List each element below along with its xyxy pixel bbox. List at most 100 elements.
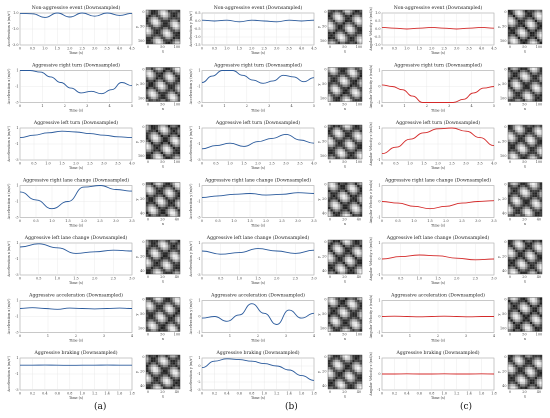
matrix-cell <box>158 244 161 248</box>
matrix-cell <box>352 24 355 28</box>
matrix-cell <box>520 204 523 207</box>
matrix-cell <box>150 379 154 382</box>
matrix-cell <box>170 297 173 300</box>
matrix-cell <box>148 77 151 80</box>
matrix-cell <box>357 74 360 78</box>
matrix-cell <box>167 184 171 188</box>
matrix-cell <box>340 17 343 20</box>
matrix-cell <box>158 376 161 380</box>
matrix-y-label: y <box>497 141 501 144</box>
matrix-cell <box>148 384 151 387</box>
matrix-cell <box>177 134 181 138</box>
matrix-cell <box>332 79 336 83</box>
matrix-cell <box>337 214 341 217</box>
matrix-cell <box>337 192 341 195</box>
matrix-cell <box>340 204 343 207</box>
matrix-cell <box>354 132 358 135</box>
matrix-x-tick: 0 <box>509 390 511 394</box>
matrix-cell <box>354 139 358 143</box>
matrix-cell <box>347 326 350 330</box>
matrix-cell <box>537 129 540 133</box>
matrix-cell <box>539 84 543 87</box>
matrix-cell <box>517 204 521 207</box>
x-tick-label: 1.0 <box>55 277 60 281</box>
matrix-cell <box>342 82 346 85</box>
matrix-cell <box>532 69 535 73</box>
x-tick-label: 4.0 <box>479 47 484 51</box>
matrix-cell <box>342 386 346 390</box>
matrix-y-tick: 0 <box>142 125 144 129</box>
matrix-cell <box>347 386 350 390</box>
matrix-cell <box>335 355 338 358</box>
matrix-cell <box>349 261 353 265</box>
matrix-cell <box>517 197 521 200</box>
matrix-cell <box>340 79 343 83</box>
matrix-cell <box>342 129 346 133</box>
matrix-cell <box>522 96 526 100</box>
matrix-cell <box>529 34 533 37</box>
matrix-cell <box>534 257 538 260</box>
matrix-cell <box>527 187 530 190</box>
matrix-cell <box>345 376 348 380</box>
matrix-cell <box>163 257 166 260</box>
matrix-cell <box>175 94 178 97</box>
matrix-cell <box>359 259 363 262</box>
matrix-cell <box>146 309 149 313</box>
matrix-cell <box>337 74 341 78</box>
matrix-cell <box>177 252 181 255</box>
matrix-cell <box>357 326 360 330</box>
matrix-cell <box>347 197 350 200</box>
matrix-cell <box>342 74 346 78</box>
matrix-cell <box>352 74 355 78</box>
matrix-cell <box>165 252 168 255</box>
matrix-cell <box>532 367 535 370</box>
matrix-cell <box>345 137 348 140</box>
matrix-cell <box>510 197 513 200</box>
matrix-cell <box>357 69 360 73</box>
matrix-cell <box>508 329 511 332</box>
matrix-cell <box>170 182 173 185</box>
matrix-cell <box>539 324 543 327</box>
x-tick-label: 0.5 <box>36 277 41 281</box>
matrix-cell <box>175 132 178 135</box>
matrix-cell <box>534 240 538 243</box>
matrix-cell <box>357 84 360 87</box>
matrix-cell <box>158 314 161 317</box>
matrix-cell <box>515 312 518 315</box>
matrix-cell <box>357 316 360 320</box>
matrix-cell <box>330 211 333 215</box>
matrix-cell <box>512 297 516 300</box>
matrix-cell <box>532 187 535 190</box>
x-tick-label: 3.5 <box>491 219 496 223</box>
matrix-cell <box>508 144 511 147</box>
matrix-cell <box>517 314 521 317</box>
matrix-cell <box>359 86 363 90</box>
x-tick-label: 1.0 <box>45 162 50 166</box>
matrix-cell <box>148 194 151 198</box>
y-tick-label: -1.5 <box>194 43 201 47</box>
matrix-cell <box>335 362 338 365</box>
matrix-cell <box>172 197 176 200</box>
matrix-cell <box>529 94 533 97</box>
matrix-cell <box>153 36 156 40</box>
matrix-cell <box>537 94 540 97</box>
matrix-cell <box>508 14 511 18</box>
matrix-cell <box>332 384 336 387</box>
matrix-cell <box>522 271 526 275</box>
x-tick-label: 0.5 <box>393 162 398 166</box>
matrix-cell <box>517 304 521 308</box>
matrix-cell <box>146 24 149 28</box>
matrix-cell <box>525 304 528 308</box>
matrix-cell <box>170 264 173 267</box>
matrix-cell <box>354 137 358 140</box>
matrix-cell <box>534 82 538 85</box>
matrix-x-tick: 0 <box>509 160 511 164</box>
matrix-cell <box>539 329 543 332</box>
matrix-cell <box>357 264 360 267</box>
matrix-cell <box>522 381 526 385</box>
matrix-cell <box>510 189 513 193</box>
matrix-cell <box>522 84 526 87</box>
matrix-cell <box>175 369 178 373</box>
matrix-cell <box>155 182 159 185</box>
matrix-cell <box>158 319 161 322</box>
